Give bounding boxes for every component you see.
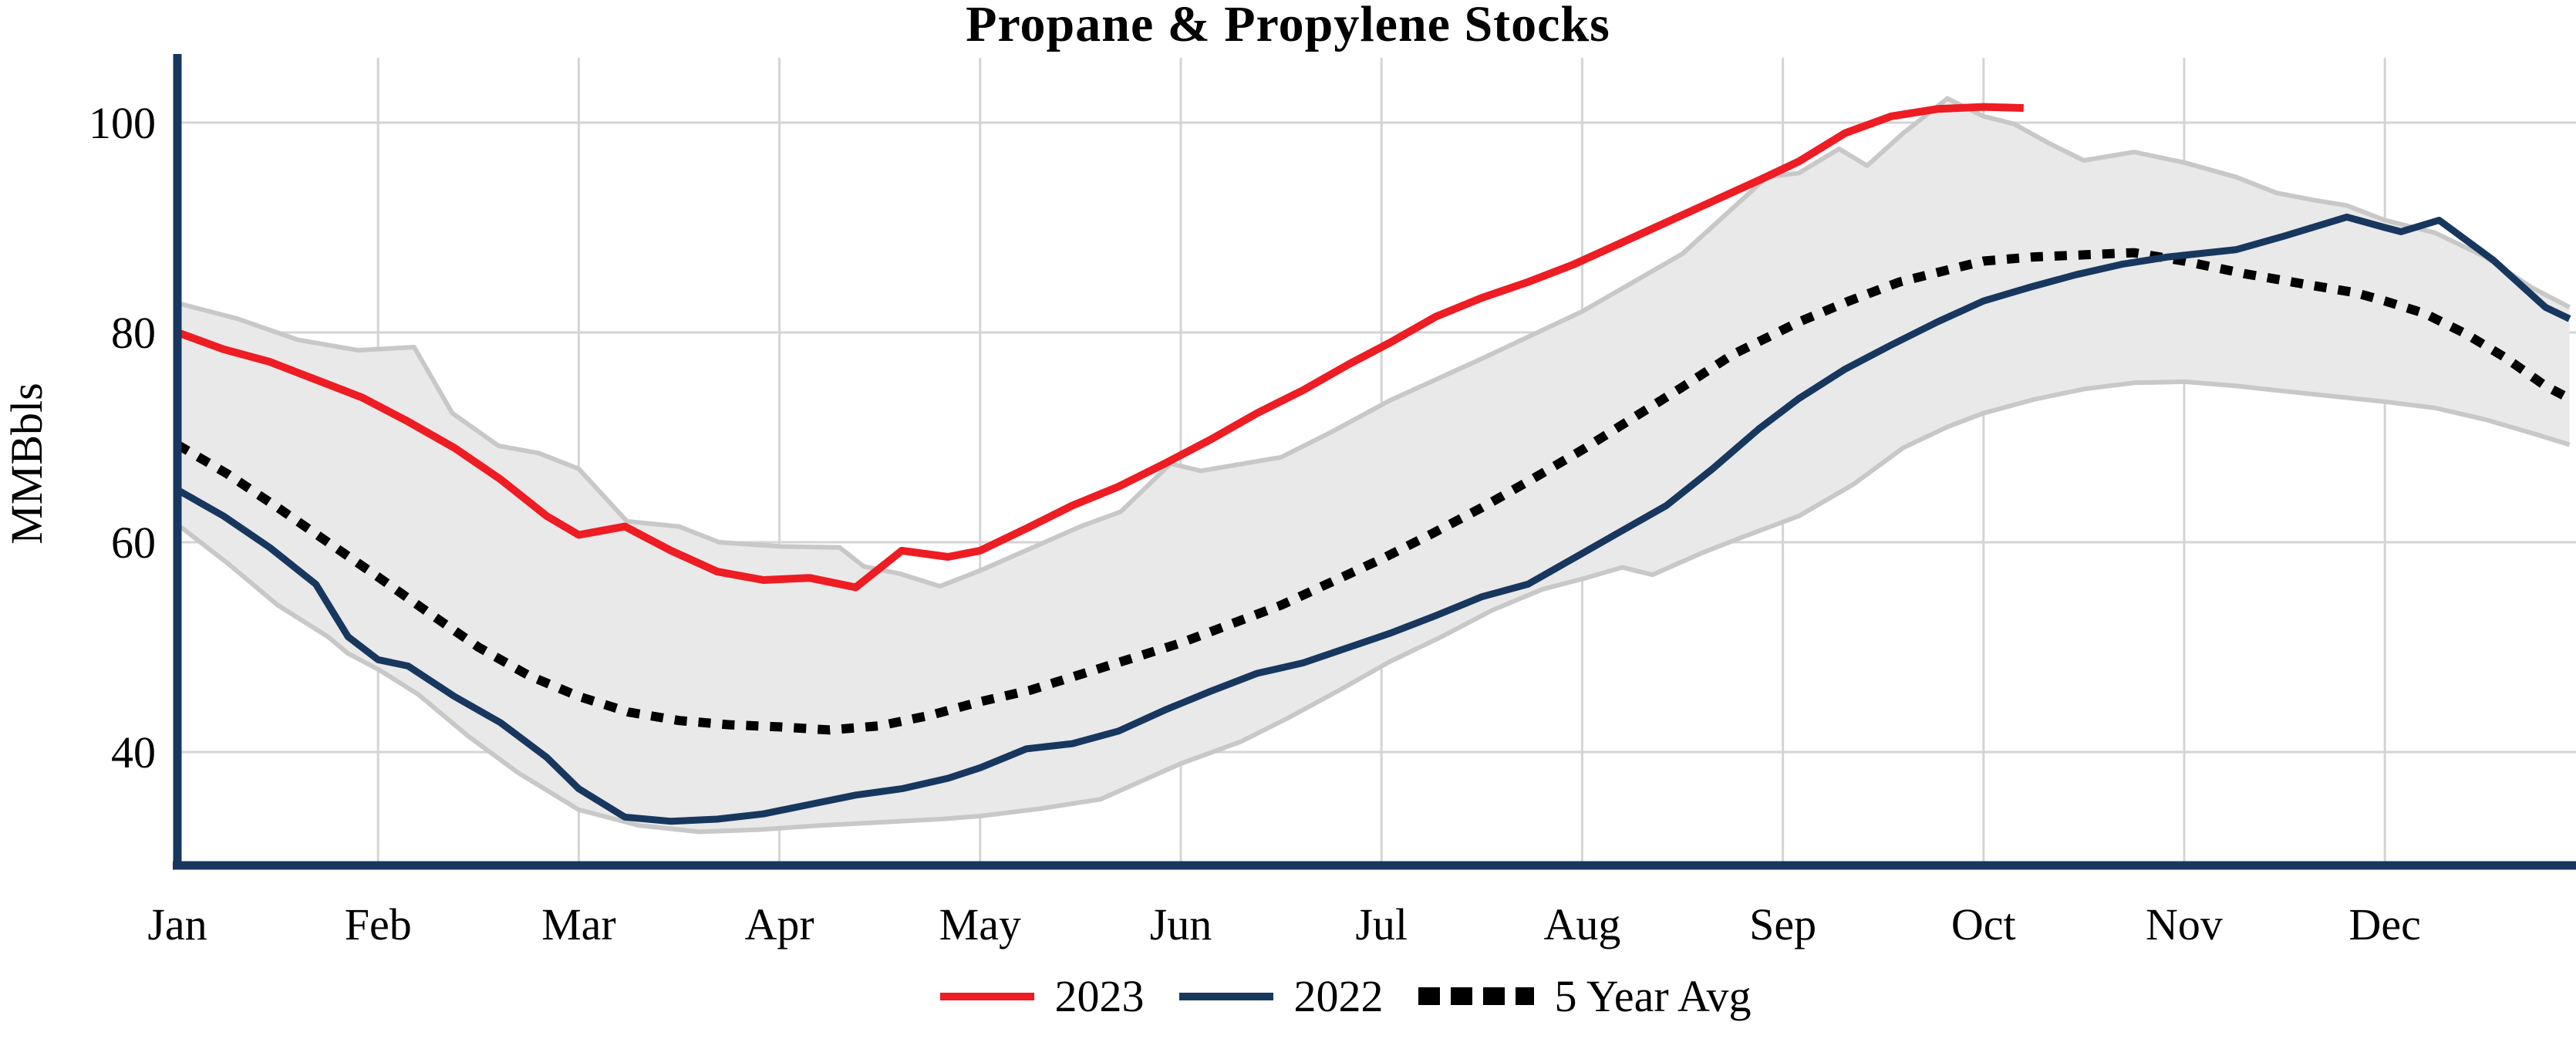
five-year-range-band [177, 98, 2570, 832]
legend-5yr-avg-dotted-swatch [1418, 987, 1535, 1005]
x-tick-label: Feb [345, 899, 412, 949]
band-lower-edge [176, 379, 2571, 835]
legend-2023-line-swatch [940, 992, 1035, 1000]
band-upper-edge [177, 96, 2571, 589]
x-tick-label: Nov [2146, 899, 2223, 949]
legend-item-5yr-avg: 5 Year Avg [1418, 970, 1752, 1022]
x-tick-label: May [939, 899, 1021, 949]
x-tick-label: Jun [1150, 899, 1212, 949]
x-tick-label: Jul [1355, 899, 1408, 949]
x-tick-label: Mar [541, 899, 616, 949]
x-tick-label: Apr [744, 899, 814, 949]
x-tick-label: Dec [2349, 899, 2421, 949]
x-tick-label: Jan [147, 899, 207, 949]
series-5yr-avg-line [174, 248, 2572, 735]
y-tick-label: 60 [111, 518, 156, 568]
legend-2023-label: 2023 [1054, 971, 1145, 1021]
y-tick-label: 40 [111, 727, 156, 777]
chart-title: Propane & Propylene Stocks [966, 0, 1610, 52]
series-2023-line [176, 103, 2024, 592]
series-2022-line [175, 213, 2571, 825]
legend-5yr-avg-label: 5 Year Avg [1554, 971, 1752, 1021]
y-tick-label: 80 [111, 308, 156, 358]
x-tick-label: Sep [1749, 899, 1816, 949]
legend-2022-line-swatch [1179, 992, 1274, 1000]
legend-item-2022: 2022 [1179, 970, 1383, 1022]
legend: 2023 2022 5 Year Avg [0, 970, 2576, 1022]
x-tick-label: Aug [1543, 899, 1620, 949]
legend-item-2023: 2023 [940, 970, 1144, 1022]
x-tick-label: Oct [1951, 899, 2016, 949]
y-tick-label: 100 [89, 98, 156, 148]
legend-2022-label: 2022 [1293, 971, 1384, 1021]
